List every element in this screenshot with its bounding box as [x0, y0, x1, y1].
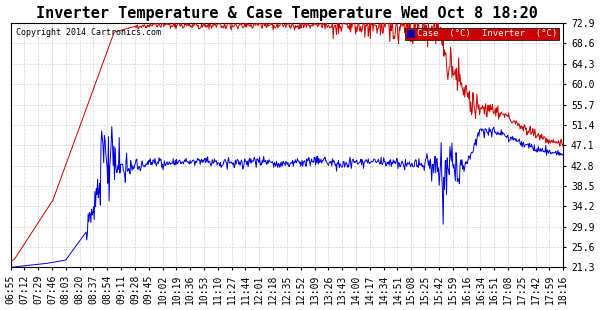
Title: Inverter Temperature & Case Temperature Wed Oct 8 18:20: Inverter Temperature & Case Temperature … [36, 6, 538, 20]
Legend: Case  (°C), Inverter  (°C): Case (°C), Inverter (°C) [406, 28, 559, 40]
Text: Copyright 2014 Cartronics.com: Copyright 2014 Cartronics.com [16, 28, 161, 37]
